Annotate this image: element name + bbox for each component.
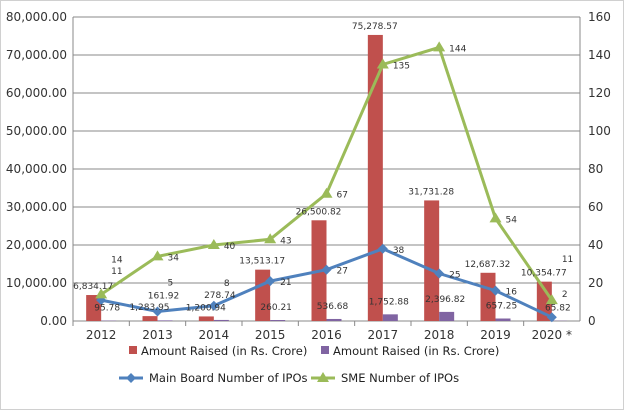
line-data-label: 2 [562, 290, 568, 300]
line-data-label: 11 [111, 267, 122, 277]
line-data-label: 43 [280, 236, 291, 246]
line-data-label: 144 [449, 44, 466, 54]
bar [383, 314, 398, 321]
right-tick-label: 140 [588, 48, 611, 62]
bar-data-label: 65.82 [545, 304, 571, 314]
left-tick-label: 80,000.00 [6, 10, 67, 24]
bar-data-label: 1,200.94 [186, 303, 226, 313]
bar-data-label: 2,396.82 [425, 295, 465, 305]
line-data-label: 135 [393, 62, 410, 72]
line-data-label: 16 [506, 288, 518, 298]
bar-data-label: 13,513.17 [239, 257, 285, 267]
left-tick-label: 40,000.00 [6, 162, 67, 176]
left-tick-label: 20,000.00 [6, 238, 67, 252]
right-tick-label: 0 [588, 314, 596, 328]
left-tick-label: 60,000.00 [6, 86, 67, 100]
line-data-label: 8 [224, 279, 230, 289]
x-tick-label: 2017 [368, 328, 399, 342]
bar-data-label: 10,354.77 [521, 269, 567, 279]
right-tick-label: 60 [588, 200, 603, 214]
line-point [433, 41, 445, 51]
x-tick-label: 2012 [86, 328, 117, 342]
line-data-label: 40 [224, 242, 236, 252]
right-tick-label: 20 [588, 276, 603, 290]
bar [368, 35, 383, 321]
right-tick-label: 160 [588, 10, 611, 24]
bar [255, 270, 270, 321]
bar-data-label: 657.25 [486, 302, 518, 312]
bar [214, 320, 229, 321]
bar [143, 316, 158, 321]
left-tick-label: 30,000.00 [6, 200, 67, 214]
bar [496, 319, 511, 321]
bar-data-label: 26,500.82 [296, 207, 342, 217]
line-data-label: 14 [111, 255, 123, 265]
right-tick-label: 40 [588, 238, 603, 252]
bar-data-label: 31,731.28 [408, 187, 454, 197]
legend-label: Main Board Number of IPOs [149, 371, 308, 385]
line-data-label: 21 [280, 278, 291, 288]
legend-swatch [321, 346, 329, 354]
bar-data-label: 161.92 [148, 291, 180, 301]
bar [158, 320, 173, 321]
line-data-label: 54 [506, 215, 518, 225]
bar-data-label: 1,752.88 [369, 297, 409, 307]
bar-data-label: 1,283.95 [129, 303, 169, 313]
legend-swatch [129, 346, 137, 354]
bar [327, 319, 342, 321]
bar-data-label: 75,278.57 [352, 22, 398, 32]
bar [481, 273, 496, 321]
line-data-label: 5 [168, 279, 174, 289]
bar-data-label: 6,834.17 [73, 282, 113, 292]
bar-data-label: 260.21 [260, 303, 292, 313]
bar-data-label: 536.68 [317, 302, 349, 312]
left-tick-label: 10,000.00 [6, 276, 67, 290]
legend-label: Amount Raised (in Rs. Crore) [333, 344, 499, 358]
bar-data-label: 12,687.32 [465, 260, 511, 270]
x-tick-label: 2014 [199, 328, 230, 342]
bar-data-label: 95.78 [94, 304, 120, 314]
line-data-label: 25 [449, 271, 460, 281]
line-data-label: 11 [562, 255, 573, 265]
bar [199, 316, 214, 321]
legend-marker [126, 373, 136, 383]
line-data-label: 38 [393, 246, 405, 256]
left-tick-label: 50,000.00 [6, 124, 67, 138]
x-tick-label: 2019 [480, 328, 511, 342]
bar [439, 312, 454, 321]
bar-data-label: 278.74 [204, 291, 236, 301]
x-tick-label: 2016 [311, 328, 342, 342]
line-data-label: 34 [168, 253, 180, 263]
left-tick-label: 70,000.00 [6, 48, 67, 62]
left-tick-label: 0.00 [40, 314, 67, 328]
bar [270, 320, 285, 321]
line-data-label: 67 [337, 191, 348, 201]
legend-label: SME Number of IPOs [341, 371, 459, 385]
x-tick-label: 2013 [142, 328, 173, 342]
right-tick-label: 120 [588, 86, 611, 100]
x-tick-label: 2015 [255, 328, 286, 342]
x-tick-label: 2018 [424, 328, 455, 342]
right-tick-label: 100 [588, 124, 611, 138]
line-point [321, 188, 333, 198]
right-tick-label: 80 [588, 162, 603, 176]
line-point [490, 212, 502, 222]
line-data-label: 27 [337, 267, 348, 277]
legend-label: Amount Raised (in Rs. Crore) [141, 344, 307, 358]
x-tick-label: 2020 * [532, 328, 572, 342]
